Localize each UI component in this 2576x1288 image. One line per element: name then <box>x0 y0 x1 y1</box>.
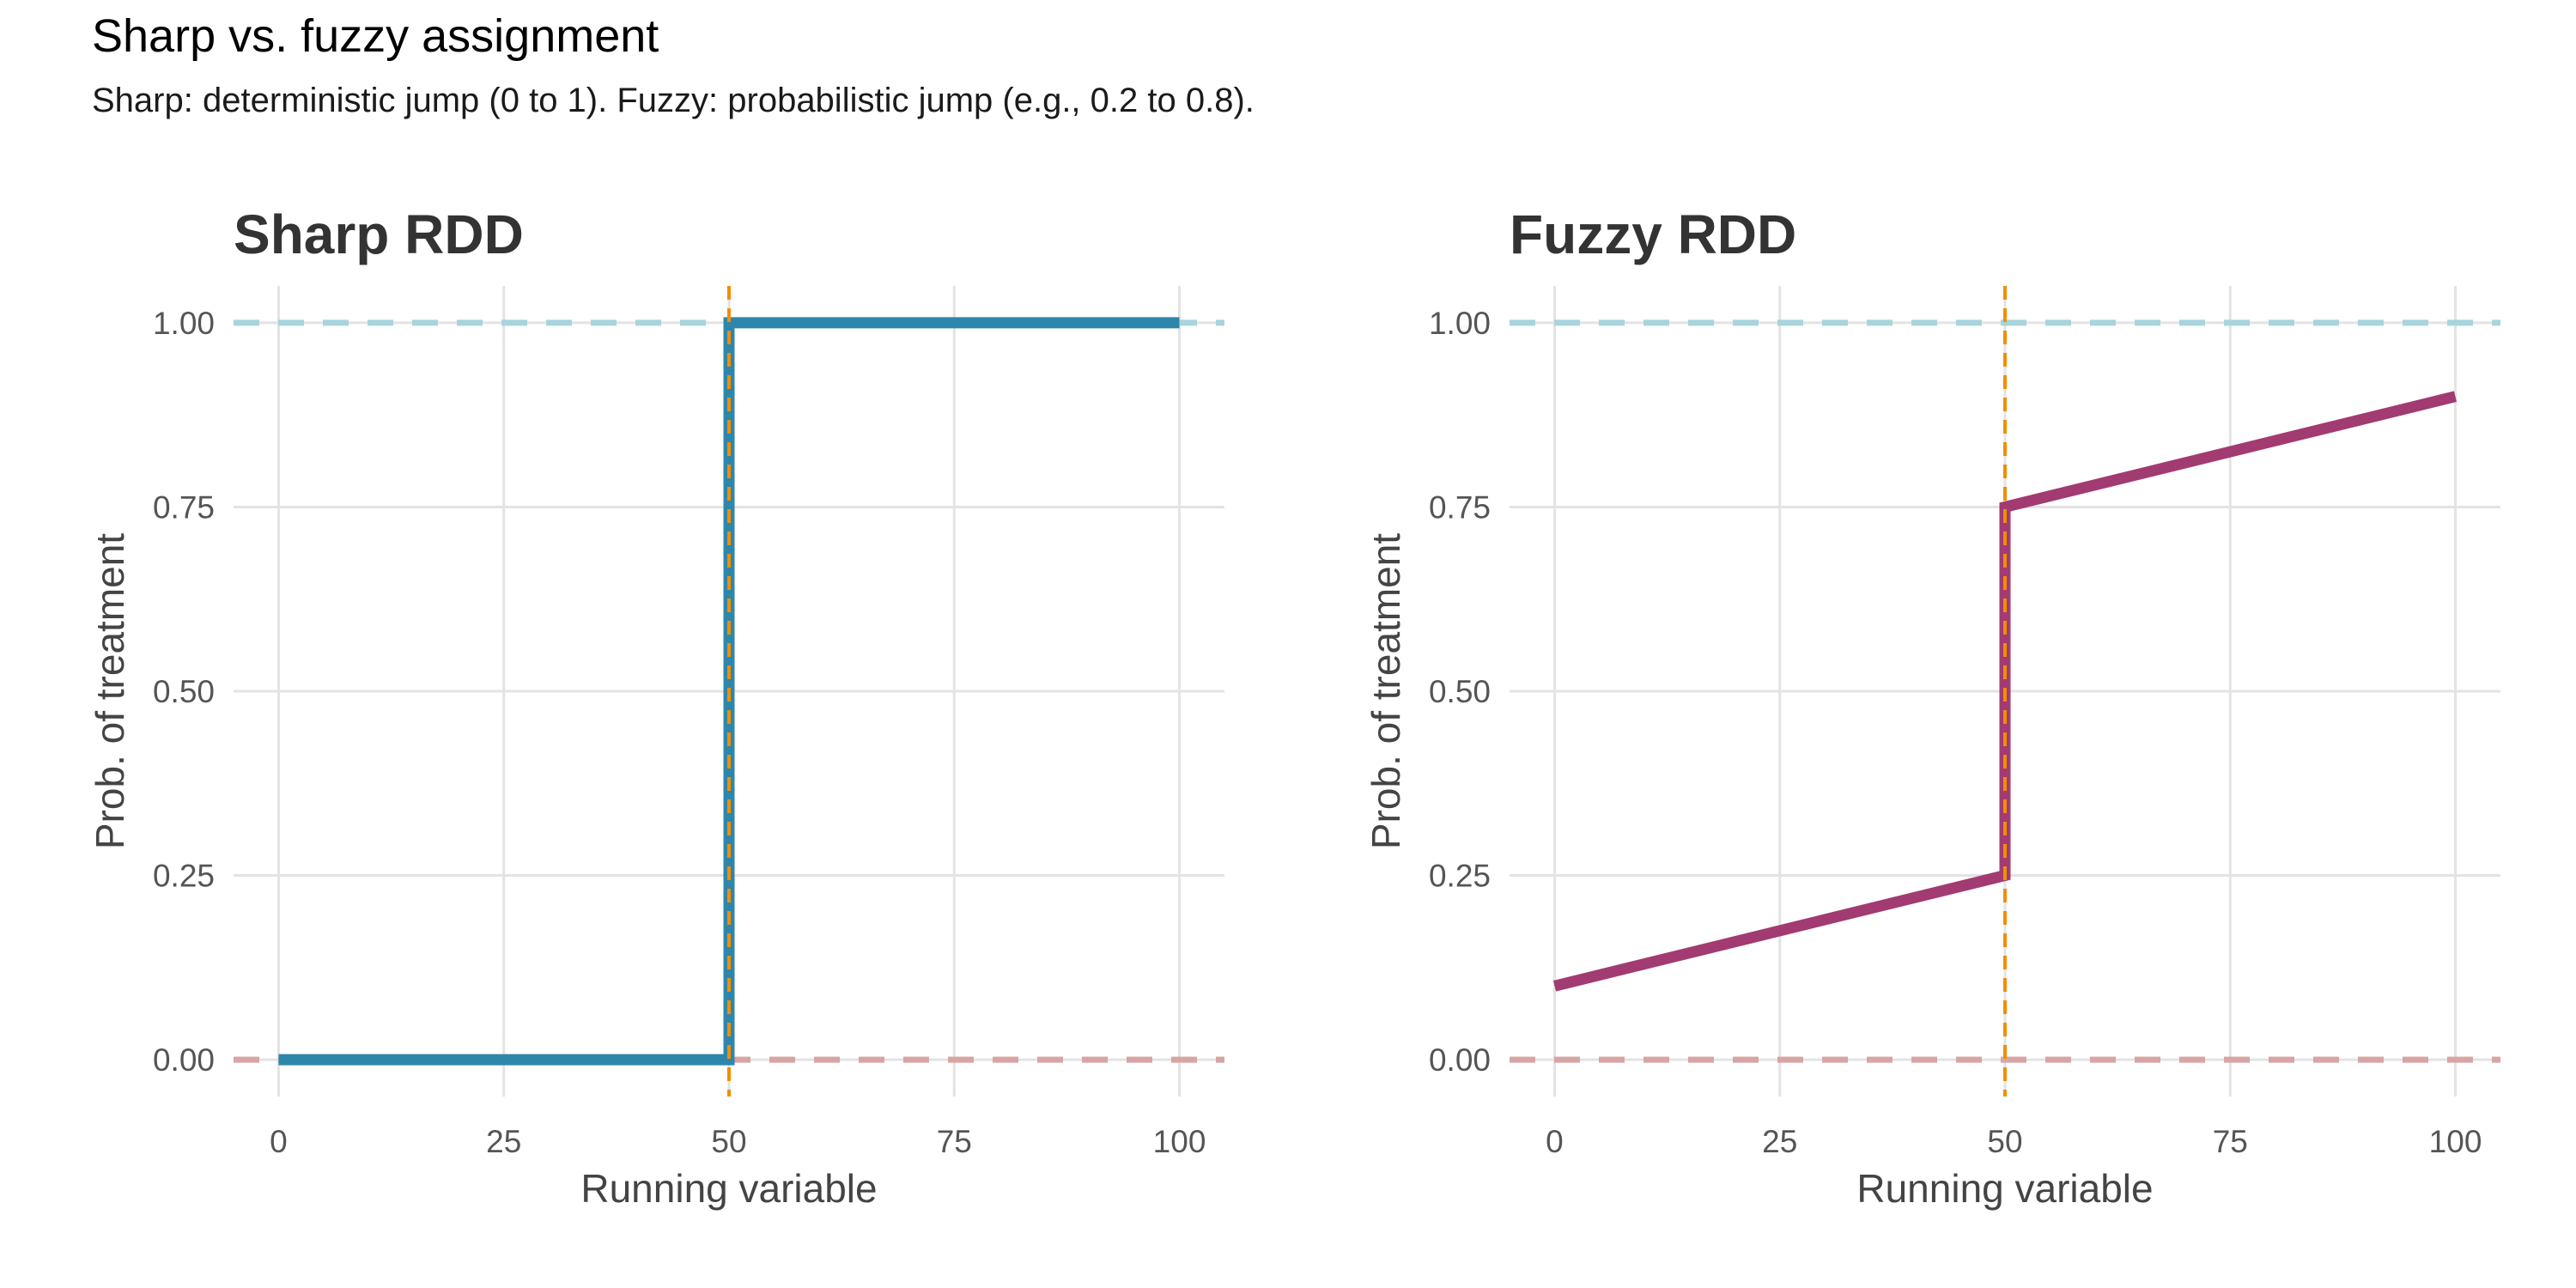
sharp-rdd-panel: 0.00 0.25 0.50 0.75 1.00 0 25 50 75 100 Running va… <box>88 204 1224 1211</box>
y-axis-label: Prob. of treatment <box>88 533 132 849</box>
y-tick-label: 0.25 <box>153 859 215 894</box>
y-tick-label: 0.50 <box>1429 674 1491 709</box>
y-tick-label: 0.00 <box>153 1042 215 1078</box>
y-tick-label: 0.50 <box>153 674 215 709</box>
figure-subtitle: Sharp: deterministic jump (0 to 1). Fuzz… <box>92 82 1255 119</box>
y-tick-label: 1.00 <box>153 306 215 341</box>
x-tick-label: 75 <box>2213 1124 2248 1159</box>
x-axis-label: Running variable <box>1856 1166 2153 1211</box>
x-tick-label: 0 <box>270 1124 288 1159</box>
x-axis-label: Running variable <box>580 1166 877 1211</box>
x-tick-label: 25 <box>1762 1124 1797 1159</box>
x-tick-label: 100 <box>1153 1124 1206 1159</box>
panel-title: Fuzzy RDD <box>1510 204 1796 265</box>
y-axis-label: Prob. of treatment <box>1364 533 1408 849</box>
x-tick-label: 75 <box>937 1124 972 1159</box>
x-tick-label: 50 <box>1987 1124 2022 1159</box>
y-tick-label: 0.00 <box>1429 1042 1491 1078</box>
figure-title: Sharp vs. fuzzy assignment <box>92 10 659 62</box>
x-tick-label: 25 <box>486 1124 521 1159</box>
y-tick-label: 1.00 <box>1429 306 1491 341</box>
fuzzy-rdd-panel: 0.00 0.25 0.50 0.75 1.00 0 25 50 75 100 Running va… <box>1364 204 2500 1211</box>
x-tick-label: 50 <box>711 1124 746 1159</box>
x-tick-label: 0 <box>1546 1124 1564 1159</box>
panel-title: Sharp RDD <box>234 204 524 265</box>
y-tick-label: 0.25 <box>1429 859 1491 894</box>
x-tick-label: 100 <box>2429 1124 2482 1159</box>
y-tick-label: 0.75 <box>1429 489 1491 525</box>
y-tick-label: 0.75 <box>153 489 215 525</box>
